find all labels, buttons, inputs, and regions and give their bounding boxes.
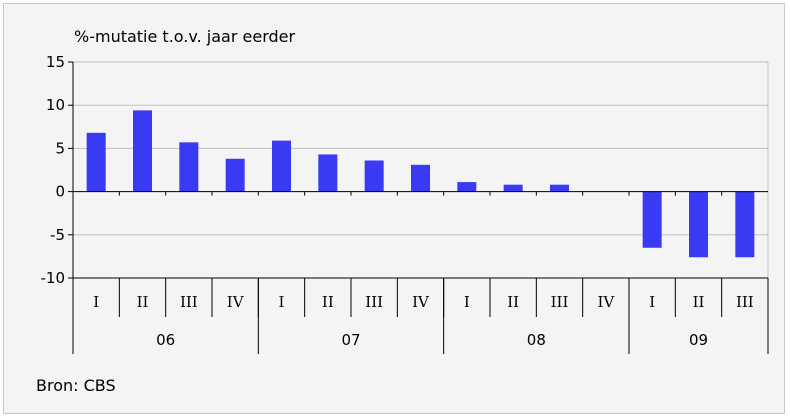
chart-title: %-mutatie t.o.v. jaar eerder [74, 27, 295, 46]
year-label: 08 [527, 331, 546, 349]
category-label: I [279, 293, 285, 311]
y-tick-label: 10 [46, 96, 65, 114]
category-label: IV [227, 293, 245, 311]
category-label: II [137, 293, 149, 311]
year-label: 09 [689, 331, 708, 349]
category-label: I [649, 293, 655, 311]
category-label: IV [412, 293, 430, 311]
bar [364, 160, 384, 192]
bar [642, 191, 662, 248]
bar [503, 184, 523, 192]
y-tick-labels: 15 10 5 0 -5 -10 [41, 53, 66, 287]
category-label: II [507, 293, 519, 311]
category-label: I [464, 293, 470, 311]
bar [179, 142, 199, 192]
category-label: III [365, 293, 383, 311]
year-label: 07 [341, 331, 360, 349]
year-label: 06 [156, 331, 175, 349]
category-label: III [551, 293, 569, 311]
bar [735, 191, 755, 258]
chart-frame: %-mutatie t.o.v. jaar eerder 15 10 5 0 -5 -10… [3, 3, 785, 414]
category-label: III [180, 293, 198, 311]
category-label: III [736, 293, 754, 311]
bars [86, 110, 755, 258]
category-label: II [693, 293, 705, 311]
bar [225, 158, 245, 192]
y-tick-label: 5 [55, 139, 65, 157]
y-tick-label: 15 [46, 53, 65, 71]
bar [86, 132, 106, 192]
bar [318, 154, 338, 192]
category-label: II [322, 293, 334, 311]
bar [689, 191, 708, 258]
bar [272, 140, 291, 192]
category-label: IV [597, 293, 615, 311]
y-tick-label: -5 [50, 226, 65, 244]
source-label: Bron: CBS [36, 376, 116, 395]
bar [133, 110, 152, 192]
bar-chart: %-mutatie t.o.v. jaar eerder 15 10 5 0 -5 -10… [36, 27, 769, 395]
bar [550, 184, 569, 192]
y-tick-label: -10 [41, 269, 66, 287]
axes [68, 61, 769, 354]
category-labels: I II III IV I II III IV I II III IV I II III [93, 293, 754, 311]
bar [457, 182, 477, 192]
category-label: I [93, 293, 99, 311]
year-labels: 06 07 08 09 [156, 331, 708, 349]
y-tick-label: 0 [55, 183, 65, 201]
bar [411, 164, 430, 192]
